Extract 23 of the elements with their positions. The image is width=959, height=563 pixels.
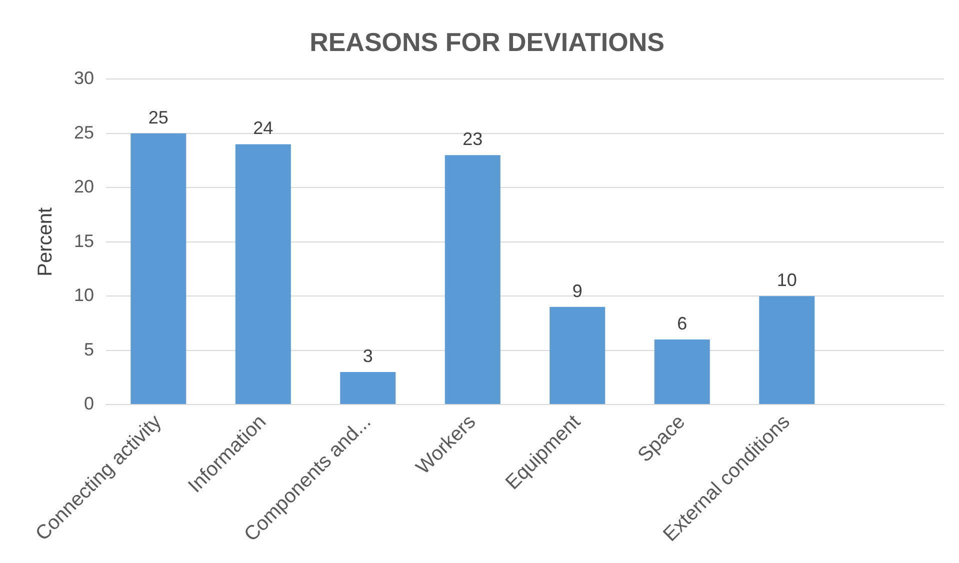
y-tick-label: 20 <box>74 176 94 197</box>
bar <box>550 306 606 404</box>
y-tick-label: 10 <box>74 285 94 306</box>
bar <box>130 133 186 404</box>
y-tick-label: 0 <box>84 394 94 414</box>
data-label: 24 <box>253 118 274 138</box>
bar <box>654 339 710 404</box>
y-tick-label: 25 <box>74 122 94 142</box>
data-label: 10 <box>776 270 797 290</box>
y-tick-label: 30 <box>74 68 94 88</box>
bar <box>444 155 500 404</box>
data-label: 23 <box>462 129 483 150</box>
y-axis-title: Percent <box>34 206 57 276</box>
data-label: 25 <box>148 107 168 128</box>
y-tick-label: 5 <box>84 339 94 360</box>
data-label: 9 <box>572 280 582 301</box>
bar <box>340 372 396 404</box>
bar <box>759 296 815 404</box>
bar <box>235 144 291 404</box>
y-tick-label: 15 <box>74 230 94 251</box>
data-label: 3 <box>362 346 373 366</box>
chart-title: REASONS FOR DEVIATIONS <box>310 26 664 57</box>
data-label: 6 <box>677 313 688 334</box>
